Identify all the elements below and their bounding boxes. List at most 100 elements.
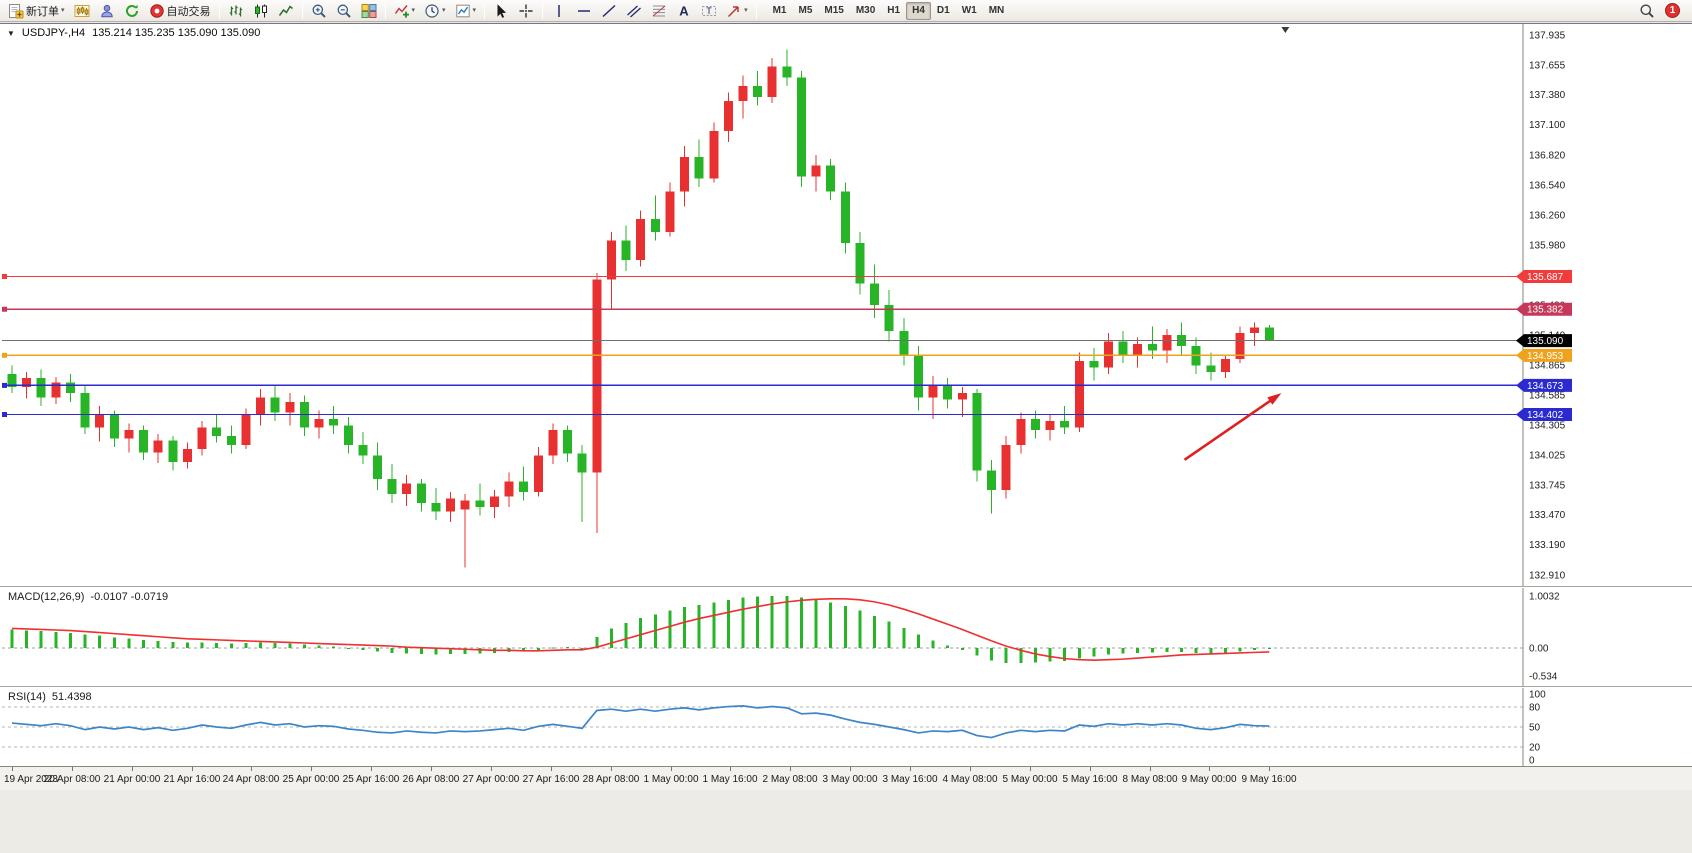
chart-window-button[interactable] <box>70 1 94 21</box>
timeframe-h4[interactable]: H4 <box>906 1 931 20</box>
candle <box>1220 354 1230 379</box>
price-badge: 135.687 <box>1516 269 1572 283</box>
vertical-line-tool-button[interactable] <box>547 1 571 21</box>
rsi-value: 51.4398 <box>51 691 92 703</box>
time-axis-tick <box>431 767 432 771</box>
candle <box>80 384 90 435</box>
timeframe-m15[interactable]: M15 <box>824 5 844 16</box>
candle <box>168 436 178 471</box>
horizontal-line-object[interactable] <box>2 306 1523 312</box>
trendline-tool-button[interactable] <box>597 1 621 21</box>
vertical-line-icon <box>551 3 567 19</box>
candle <box>913 345 923 411</box>
candle <box>1206 352 1216 381</box>
candle <box>299 395 309 437</box>
text-tool-button[interactable]: A <box>672 1 696 21</box>
pane-splitter[interactable] <box>0 686 1692 688</box>
arrow-objects-button[interactable]: ▾ <box>722 1 752 21</box>
notification-badge[interactable]: 1 <box>1665 3 1680 18</box>
rsi-axis-label: 0 <box>1529 756 1535 767</box>
price-axis-label: 134.585 <box>1529 390 1566 401</box>
profiles-button[interactable] <box>95 1 119 21</box>
bar-chart-mode-button[interactable] <box>224 1 248 21</box>
line-chart-mode-button[interactable] <box>274 1 298 21</box>
timeframe-m1[interactable]: M1 <box>772 5 787 16</box>
macd-pane-canvas[interactable]: 1.0032 0.00 -0.534 <box>0 588 1692 686</box>
price-axis-label: 134.305 <box>1529 420 1566 431</box>
candle <box>139 425 149 460</box>
svg-text:135.687: 135.687 <box>1527 272 1564 283</box>
time-axis-label: 9 May 00:00 <box>1181 774 1237 785</box>
line-handle[interactable] <box>2 352 7 358</box>
auto-trading-button[interactable]: 自动交易 <box>145 1 215 21</box>
timeframe-h1[interactable]: H1 <box>887 5 901 16</box>
timeframe-m30[interactable]: M30 <box>855 5 876 16</box>
candle <box>767 58 777 104</box>
symbol-search-button[interactable] <box>1635 1 1659 21</box>
ohlc-values: 135.214 135.235 135.090 135.090 <box>92 27 261 39</box>
crosshair-icon <box>518 3 534 19</box>
crosshair-tool-button[interactable] <box>514 1 538 21</box>
templates-button[interactable]: ▾ <box>451 1 481 21</box>
horizontal-line-tool-button[interactable] <box>572 1 596 21</box>
symbol-marker-icon: ▼ <box>7 28 15 38</box>
line-handle[interactable] <box>2 306 7 312</box>
timeframe-d1[interactable]: D1 <box>936 5 950 16</box>
candle <box>855 232 865 295</box>
time-axis-tick <box>1209 767 1210 771</box>
candle <box>343 416 353 454</box>
timeframe-mn[interactable]: MN <box>988 5 1005 16</box>
horizontal-line-object[interactable] <box>2 412 1523 418</box>
caret-down-icon: ▾ <box>61 7 65 14</box>
time-axis-tick <box>1090 767 1091 771</box>
candlestick-chart-mode-button[interactable] <box>249 1 273 21</box>
rsi-axis-label: 80 <box>1529 703 1541 714</box>
price-axis-label: 132.910 <box>1529 570 1566 581</box>
pane-splitter[interactable] <box>0 586 1692 588</box>
zoom-out-button[interactable] <box>332 1 356 21</box>
candle-chart-icon <box>253 3 269 19</box>
equidistant-channel-tool-button[interactable] <box>622 1 646 21</box>
periods-button[interactable]: ▾ <box>420 1 450 21</box>
horizontal-line-object[interactable] <box>2 352 1523 358</box>
new-order-button[interactable]: 新订单 ▾ <box>4 1 69 21</box>
price-axis-label: 137.380 <box>1529 90 1566 101</box>
tile-windows-button[interactable] <box>357 1 381 21</box>
candle <box>870 264 880 319</box>
time-axis[interactable]: 19 Apr 2023 20 Apr 08:00 21 Apr 00:00 21 Ap… <box>0 766 1692 790</box>
indicators-button[interactable]: ▾ <box>390 1 420 21</box>
toolbar-separator <box>384 2 386 19</box>
line-handle[interactable] <box>2 273 7 279</box>
candle <box>416 479 426 512</box>
candle <box>987 459 997 514</box>
timeframe-w1[interactable]: W1 <box>961 5 977 16</box>
data-center-icon <box>124 3 140 19</box>
chart-shift-marker[interactable] <box>1281 27 1290 33</box>
zoom-in-button[interactable] <box>307 1 331 21</box>
line-handle[interactable] <box>2 412 7 418</box>
horizontal-line-object[interactable] <box>2 273 1523 279</box>
candle <box>723 92 733 142</box>
time-axis-tick <box>1150 767 1151 771</box>
line-handle[interactable] <box>2 382 7 388</box>
rsi-pane-canvas[interactable]: 100 80 50 20 0 <box>0 688 1692 766</box>
timeframe-m5[interactable]: M5 <box>798 5 813 16</box>
cursor-tool-button[interactable] <box>489 1 513 21</box>
time-axis-label: 24 Apr 08:00 <box>222 774 280 785</box>
time-axis-label: 20 Apr 08:00 <box>43 774 101 785</box>
arrow-annotation[interactable] <box>1183 393 1282 461</box>
candle <box>475 483 485 516</box>
horizontal-line-object[interactable] <box>2 382 1523 388</box>
candle <box>533 446 543 497</box>
candle <box>548 423 558 465</box>
fibonacci-tool-button[interactable] <box>647 1 671 21</box>
text-label-tool-button[interactable]: T <box>697 1 721 21</box>
new-order-label: 新订单 <box>26 5 59 18</box>
price-chart-canvas[interactable]: 137.935 137.655 137.380 137.100 136.820 136.5… <box>0 24 1692 586</box>
candle <box>7 365 17 394</box>
refresh-data-button[interactable] <box>120 1 144 21</box>
candle <box>1045 414 1055 441</box>
time-axis-label: 25 Apr 16:00 <box>342 774 400 785</box>
toolbar-separator <box>755 2 757 19</box>
candle <box>329 406 339 435</box>
